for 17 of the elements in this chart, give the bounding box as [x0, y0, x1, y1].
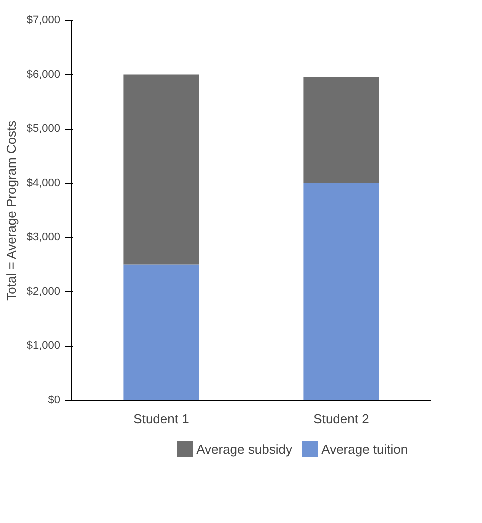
y-axis-title: Total = Average Program Costs	[4, 120, 19, 301]
bar	[124, 74, 200, 265]
x-tick-label: Student 2	[314, 412, 370, 426]
legend-label: Average subsidy	[196, 442, 293, 457]
y-tick-label: $5,000	[26, 123, 61, 136]
y-tick-label: $6,000	[26, 68, 61, 81]
y-tick-label: $4,000	[26, 177, 61, 190]
bar	[304, 183, 380, 400]
y-tick-label: $0	[48, 394, 61, 406]
y-tick-label: $3,000	[26, 232, 61, 244]
y-tick-label: $1,000	[26, 340, 61, 352]
y-tick-label: $2,000	[26, 286, 61, 298]
x-tick-label: Student 1	[134, 412, 190, 426]
bar	[304, 78, 380, 184]
bar	[124, 264, 200, 400]
legend-label: Average tuition	[322, 442, 408, 457]
y-tick-label: $7,000	[26, 14, 61, 26]
